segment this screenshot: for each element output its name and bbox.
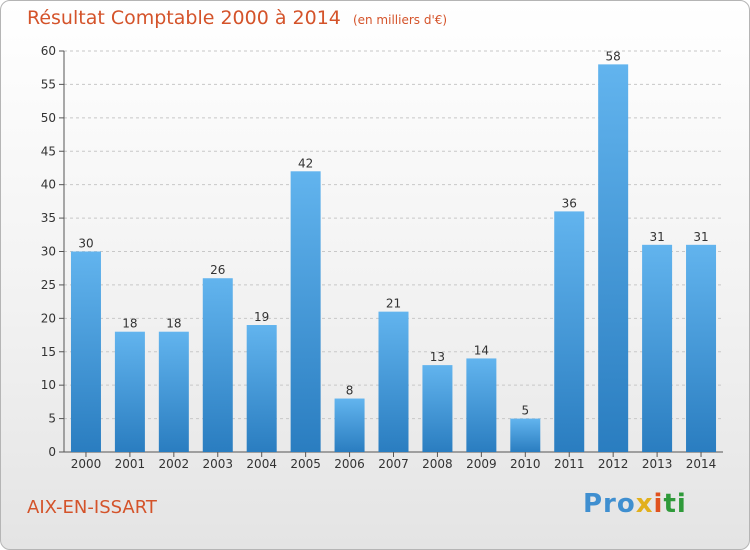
y-tick-label: 45	[41, 144, 56, 158]
y-tick-label: 0	[48, 445, 56, 459]
y-tick-label: 5	[48, 412, 56, 426]
x-tick-label-2011: 2011	[554, 457, 585, 471]
commune-name: AIX-EN-ISSART	[27, 497, 157, 518]
x-tick-label-2013: 2013	[642, 457, 673, 471]
x-tick-label-2014: 2014	[686, 457, 717, 471]
y-tick-label: 55	[41, 77, 56, 91]
bar-2009	[466, 358, 497, 452]
data-label-2006: 8	[346, 384, 354, 398]
bar-2002	[158, 331, 189, 452]
bar-2005	[290, 171, 321, 453]
data-label-2010: 5	[521, 404, 529, 418]
y-tick-label: 35	[41, 211, 56, 225]
bar-2001	[114, 331, 145, 452]
data-label-2014: 31	[693, 230, 708, 244]
x-tick-label-2006: 2006	[334, 457, 365, 471]
y-tick-label: 40	[41, 178, 56, 192]
bar-2011	[554, 211, 585, 452]
data-label-2003: 26	[210, 263, 225, 277]
x-tick-label-2001: 2001	[115, 457, 146, 471]
bar-2000	[70, 251, 101, 452]
data-label-2012: 58	[606, 49, 621, 63]
bar-2010	[510, 418, 541, 452]
y-tick-label: 10	[41, 378, 56, 392]
bar-2014	[686, 244, 717, 452]
x-tick-label-2005: 2005	[290, 457, 321, 471]
x-tick-label-2002: 2002	[159, 457, 190, 471]
x-tick-label-2008: 2008	[422, 457, 453, 471]
bar-2012	[598, 64, 629, 452]
y-tick-label: 60	[41, 44, 56, 58]
data-label-2011: 36	[562, 196, 577, 210]
bar-2004	[246, 325, 277, 452]
x-tick-label-2012: 2012	[598, 457, 629, 471]
chart-title: Résultat Comptable 2000 à 2014 (en milli…	[27, 7, 447, 29]
bar-2007	[378, 311, 409, 452]
y-tick-label: 15	[41, 345, 56, 359]
x-tick-label-2000: 2000	[71, 457, 102, 471]
bar-2006	[334, 398, 365, 452]
data-label-2000: 30	[78, 237, 93, 251]
y-tick-label: 30	[41, 245, 56, 259]
data-label-2005: 42	[298, 156, 313, 170]
bar-2003	[202, 278, 233, 452]
x-tick-label-2007: 2007	[378, 457, 409, 471]
y-tick-label: 50	[41, 111, 56, 125]
data-label-2009: 14	[474, 343, 489, 357]
x-tick-label-2003: 2003	[202, 457, 233, 471]
data-label-2007: 21	[386, 297, 401, 311]
x-tick-label-2004: 2004	[246, 457, 277, 471]
y-tick-label: 25	[41, 278, 56, 292]
data-label-2002: 18	[166, 317, 181, 331]
bar-2008	[422, 365, 453, 452]
x-tick-label-2010: 2010	[510, 457, 541, 471]
data-label-2004: 19	[254, 310, 269, 324]
data-label-2008: 13	[430, 350, 445, 364]
proxiti-logo: Proxiti	[583, 489, 687, 519]
chart-title-text: Résultat Comptable 2000 à 2014	[27, 7, 341, 29]
x-tick-label-2009: 2009	[466, 457, 497, 471]
data-label-2001: 18	[122, 317, 137, 331]
bar-2013	[642, 244, 673, 452]
chart-subtitle: (en milliers d'€)	[352, 13, 448, 27]
data-label-2013: 31	[649, 230, 664, 244]
y-tick-label: 20	[41, 311, 56, 325]
